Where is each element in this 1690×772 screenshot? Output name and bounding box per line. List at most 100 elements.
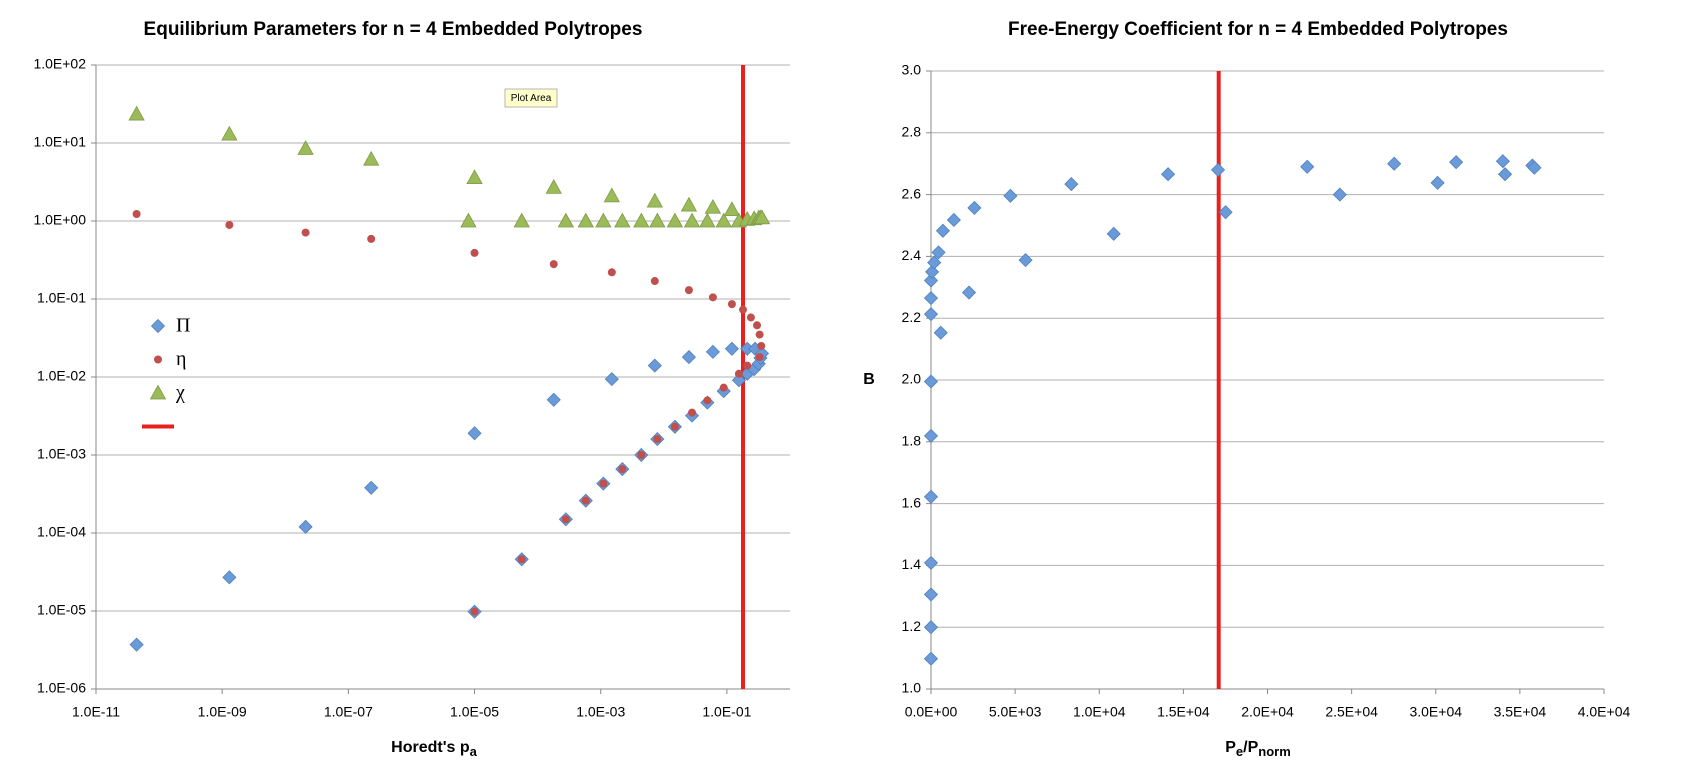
point xyxy=(755,330,764,339)
point xyxy=(221,125,238,141)
legend-label: Π xyxy=(176,315,190,337)
y-tick-label: 1.4 xyxy=(902,556,922,572)
point xyxy=(967,200,982,215)
tooltip-box xyxy=(504,88,558,108)
x-axis-label-part: /P xyxy=(1243,739,1258,756)
y-tick-label: 2.4 xyxy=(902,247,922,263)
point xyxy=(1387,156,1402,171)
point xyxy=(925,264,940,279)
point xyxy=(961,285,977,300)
point xyxy=(1498,167,1513,182)
point xyxy=(731,373,746,388)
point xyxy=(460,212,477,228)
point xyxy=(734,369,743,378)
point xyxy=(298,519,313,534)
x-tick-label: 2.0E+04 xyxy=(1241,704,1294,720)
point xyxy=(1003,188,1018,203)
point xyxy=(561,515,570,524)
point xyxy=(1527,160,1542,175)
point xyxy=(931,245,946,260)
point xyxy=(604,372,619,387)
point xyxy=(1064,177,1079,192)
point xyxy=(607,268,616,277)
point xyxy=(703,396,712,405)
point xyxy=(653,435,662,444)
point xyxy=(1106,226,1121,241)
point xyxy=(683,212,701,228)
legend-marker xyxy=(154,355,162,364)
point xyxy=(757,341,766,350)
point xyxy=(649,212,666,228)
point xyxy=(666,212,684,228)
point xyxy=(923,291,939,306)
point xyxy=(724,341,739,356)
x-tick-label: 1.0E-01 xyxy=(702,704,751,720)
x-tick-label: 2.5E+04 xyxy=(1325,704,1378,720)
x-tick-label: 1.0E-05 xyxy=(450,704,499,720)
x-axis-label: Horedt's pa xyxy=(391,739,477,759)
point xyxy=(637,451,646,459)
point xyxy=(923,273,939,288)
point xyxy=(708,293,717,302)
point xyxy=(545,179,562,194)
chart-title: Free-Energy Coefficient for n = 4 Embedd… xyxy=(1008,19,1508,40)
y-tick-label: 1.0E-01 xyxy=(37,290,86,306)
y-tick-label: 1.6 xyxy=(902,494,922,510)
point xyxy=(364,480,379,495)
point xyxy=(225,220,234,229)
point xyxy=(753,209,771,225)
point xyxy=(467,426,482,441)
x-tick-label: 1.0E-11 xyxy=(72,704,120,720)
y-tick-label: 1.0E-05 xyxy=(37,602,86,618)
point xyxy=(1018,253,1033,268)
point xyxy=(923,374,939,389)
point xyxy=(704,198,722,214)
point xyxy=(646,192,663,208)
point xyxy=(618,465,627,474)
point xyxy=(595,212,612,228)
point xyxy=(743,361,752,370)
point xyxy=(650,277,659,286)
point xyxy=(599,479,608,488)
y-tick-label: 1.0E-02 xyxy=(37,368,86,384)
x-axis-label: Pe/Pnorm xyxy=(1225,739,1291,759)
point xyxy=(301,228,310,237)
point xyxy=(557,212,575,228)
point xyxy=(577,212,594,228)
point xyxy=(670,422,679,431)
chart-title: Equilibrium Parameters for n = 4 Embedde… xyxy=(144,19,643,40)
x-tick-label: 1.0E-07 xyxy=(324,704,373,720)
y-tick-label: 1.0E+01 xyxy=(33,134,86,150)
point xyxy=(614,212,631,228)
legend-label: η xyxy=(176,348,186,370)
point xyxy=(129,637,144,652)
x-tick-label: 1.0E+04 xyxy=(1073,704,1126,720)
y-tick-label: 1.0E+02 xyxy=(33,56,86,72)
point xyxy=(1160,167,1176,182)
point xyxy=(1300,159,1315,174)
x-axis-label-part: Horedt's p xyxy=(391,739,470,756)
x-tick-label: 1.0E-03 xyxy=(576,704,625,720)
legend-marker xyxy=(149,384,167,400)
point xyxy=(946,212,961,228)
y-tick-label: 3.0 xyxy=(902,62,922,78)
point xyxy=(680,196,698,212)
y-tick-label: 1.0E-06 xyxy=(37,680,86,696)
point xyxy=(688,408,697,417)
tooltip-text: Plot Area xyxy=(511,93,552,104)
point xyxy=(705,344,720,359)
point xyxy=(470,607,479,616)
y-tick-label: 1.0 xyxy=(902,680,922,696)
y-tick-label: 1.0E-04 xyxy=(37,524,86,540)
point xyxy=(1495,154,1510,169)
point xyxy=(699,212,716,228)
point xyxy=(1218,205,1233,220)
point xyxy=(684,286,693,295)
point xyxy=(633,212,650,228)
legend-label: χ xyxy=(175,382,185,404)
y-tick-label: 2.0 xyxy=(902,371,922,387)
x-tick-label: 3.0E+04 xyxy=(1409,704,1462,720)
y-tick-label: 2.6 xyxy=(902,185,922,201)
point xyxy=(1332,187,1347,202)
y-axis-label: B xyxy=(863,371,875,388)
